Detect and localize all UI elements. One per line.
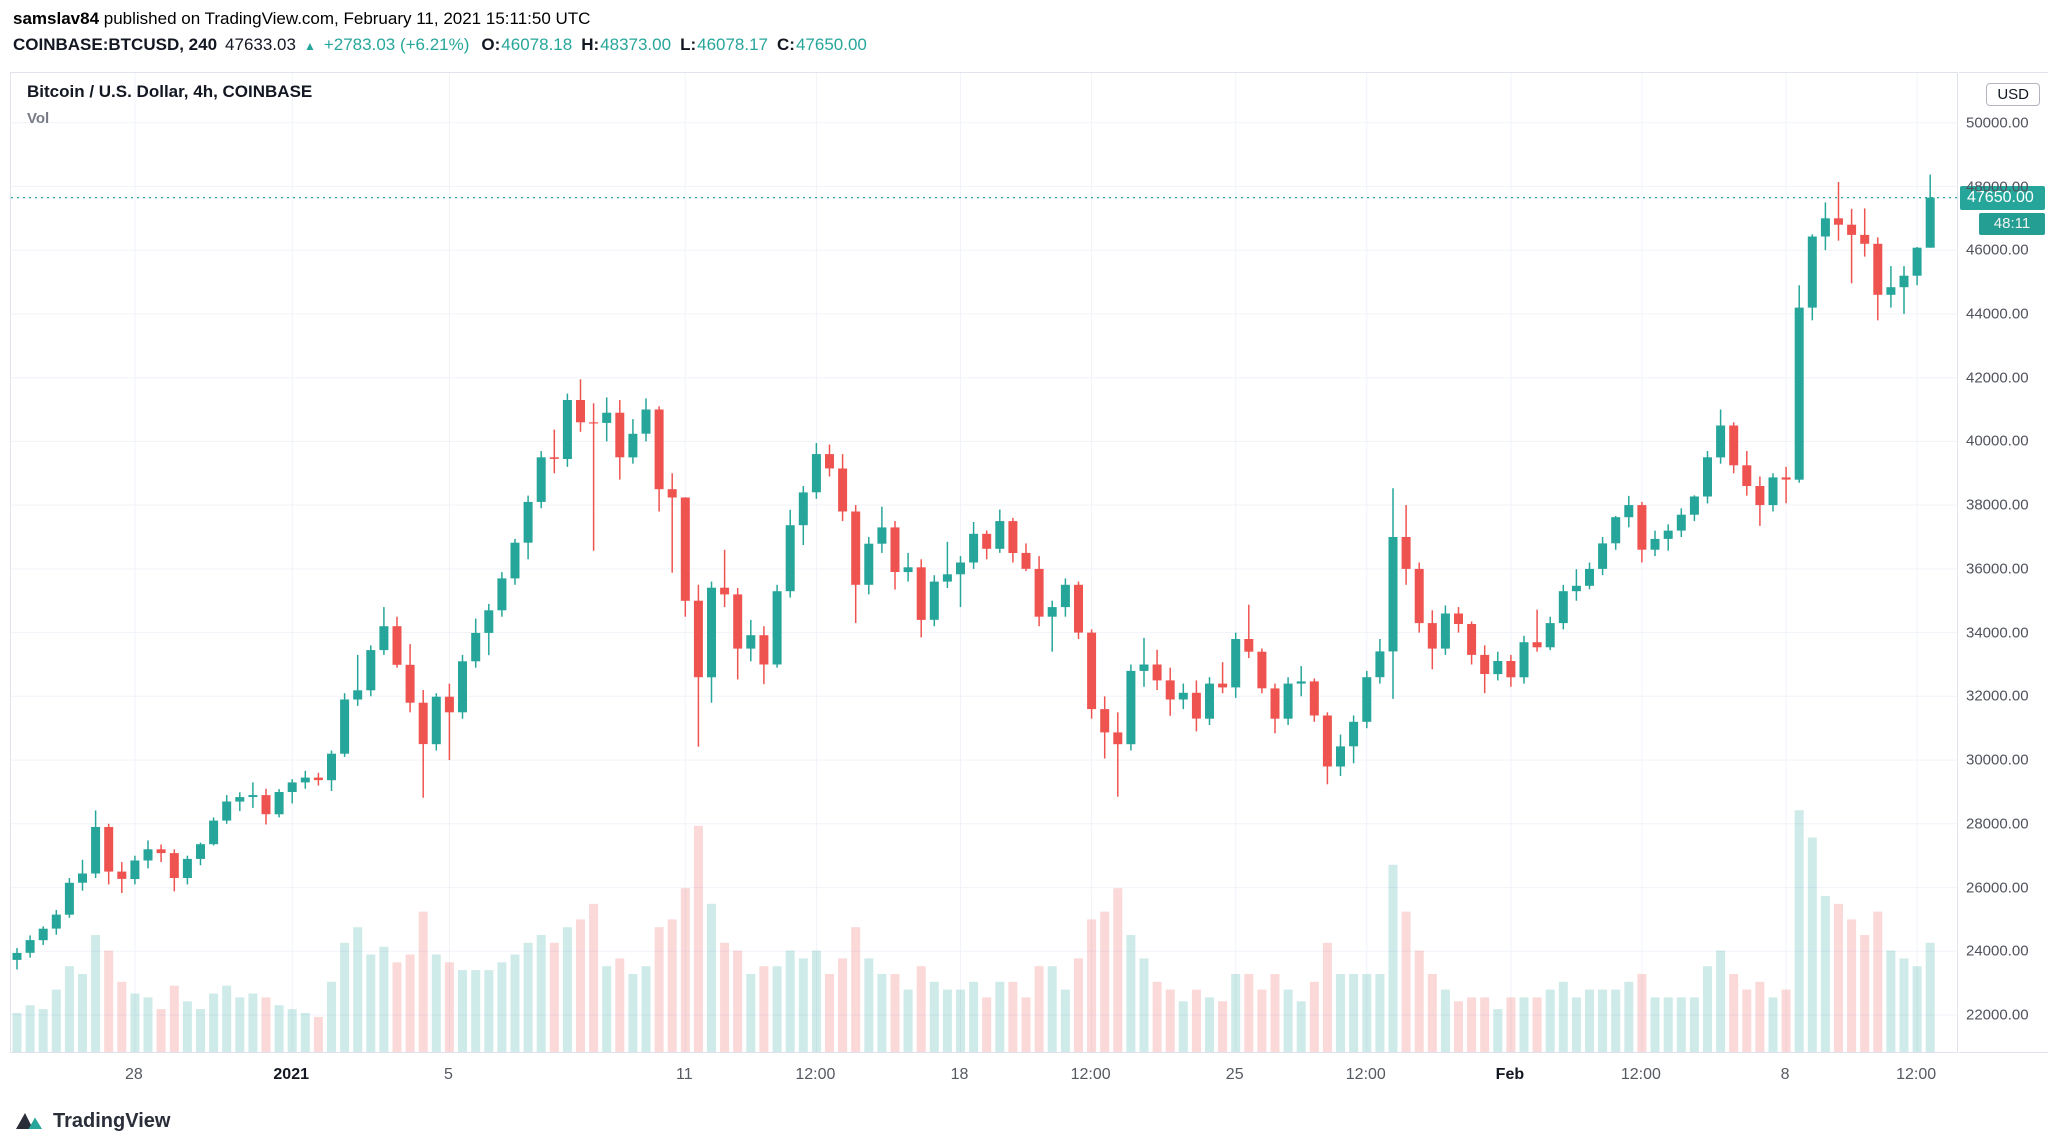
author-name: samslav84 (13, 9, 100, 28)
price-scale[interactable]: USD 47650.00 48:11 50000.00 48000.00 46000… (1959, 72, 2048, 1053)
price-axis-label: 50000.00 (1966, 114, 2029, 132)
time-axis-label: 2021 (273, 1066, 309, 1083)
time-axis[interactable]: 28 2021 5 11 12:00 18 12:00 25 12:00 Feb 12:00 8 12:… (10, 1054, 1958, 1090)
price-axis-label: 48000.00 (1966, 178, 2029, 195)
price-axis-label: 26000.00 (1966, 879, 2029, 897)
high-number: 48373.00 (600, 35, 672, 54)
volume-indicator-label: Vol (27, 110, 50, 127)
price-axis-label: 22000.00 (1966, 1006, 2029, 1024)
price-axis-label: 36000.00 (1966, 560, 2029, 578)
price-axis-label: 44000.00 (1966, 305, 2029, 323)
up-arrow-icon: ▲ (303, 39, 316, 53)
countdown-badge: 48:11 (1979, 212, 2045, 235)
close-number: 47650.00 (795, 35, 867, 54)
symbol-interval: COINBASE:BTCUSD, 240 (13, 35, 218, 54)
price-axis-label: 32000.00 (1966, 687, 2029, 705)
time-axis-label: 11 (675, 1066, 693, 1083)
quote-header: COINBASE:BTCUSD, 240 47633.03 ▲ +2783.03… (13, 35, 867, 55)
time-axis-label: 12:00 (1620, 1066, 1661, 1083)
open-value: O: 46078.18 (481, 35, 572, 55)
publish-text: published on TradingView.com, February 1… (99, 9, 591, 28)
time-axis-label: 12:00 (1345, 1066, 1386, 1083)
high-value: H: 48373.00 (581, 35, 671, 55)
tradingview-branding[interactable]: TradingView (14, 1106, 170, 1136)
price-axis-label: 30000.00 (1966, 751, 2029, 769)
close-value: C: 47650.00 (777, 35, 867, 55)
price-axis-label: 42000.00 (1966, 369, 2029, 387)
price-axis-label: 28000.00 (1966, 815, 2029, 833)
open-number: 46078.18 (501, 35, 573, 54)
time-axis-label: 12:00 (795, 1066, 836, 1083)
high-label: H: (581, 35, 600, 54)
price-axis-label: 38000.00 (1966, 496, 2029, 514)
low-value: L: 46078.17 (680, 35, 768, 55)
close-label: C: (777, 35, 795, 54)
ohlc-values: O: 46078.18 H: 48373.00 L: 46078.17 C: 47650… (481, 35, 866, 55)
low-number: 46078.17 (697, 35, 769, 54)
time-axis-label: 5 (443, 1066, 453, 1083)
time-axis-label: 12:00 (1896, 1066, 1937, 1083)
time-axis-label: 28 (124, 1066, 143, 1083)
time-axis-label: 12:00 (1070, 1066, 1111, 1083)
chart-legend-title: Bitcoin / U.S. Dollar, 4h, COINBASE (27, 82, 313, 101)
time-axis-label: 25 (1225, 1066, 1244, 1083)
price-axis-label: 24000.00 (1966, 942, 2029, 960)
candlestick-chart-canvas[interactable] (11, 73, 1957, 1052)
currency-badge: USD (1986, 83, 2040, 106)
price-change: +2783.03 (+6.21%) (323, 35, 470, 54)
tradingview-logo-icon (16, 1113, 42, 1129)
time-axis-label: Feb (1495, 1066, 1525, 1083)
price-axis-label: 40000.00 (1966, 432, 2029, 450)
chart-plot-area[interactable]: Bitcoin / U.S. Dollar, 4h, COINBASE Vol (10, 72, 1958, 1053)
price-axis-label: 34000.00 (1966, 624, 2029, 642)
price-axis-label: 46000.00 (1966, 241, 2029, 259)
low-label: L: (680, 35, 697, 54)
publish-info: samslav84 published on TradingView.com, … (13, 9, 590, 29)
time-axis-label: 8 (1780, 1066, 1790, 1083)
tradingview-logo-text: TradingView (53, 1109, 171, 1132)
last-price: 47633.03 (225, 35, 296, 54)
current-price-badge: 47650.00 (1960, 185, 2045, 210)
open-label: O: (481, 35, 501, 54)
time-axis-label: 18 (950, 1066, 969, 1083)
